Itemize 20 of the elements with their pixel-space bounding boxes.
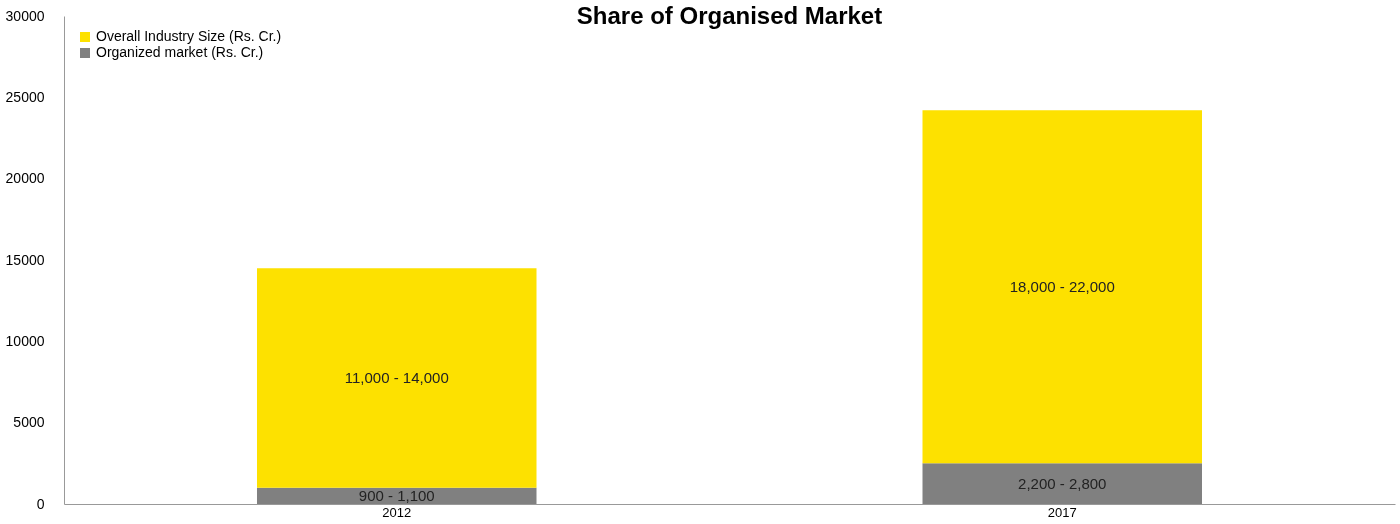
bar — [257, 268, 537, 488]
chart-title: Share of Organised Market — [576, 2, 883, 29]
annotation: 900 - 1,100 — [358, 486, 435, 504]
x-tick-label: 2017 — [1047, 504, 1077, 520]
bar — [922, 110, 1203, 464]
bar — [257, 487, 537, 504]
y-tick-label: 15000 — [5, 251, 45, 268]
legend-label: Overall Industry Size (Rs. Cr.) — [96, 28, 282, 44]
legend-label: Organized market (Rs. Cr.) — [96, 44, 264, 60]
annotation: 18,000 - 22,000 — [1009, 277, 1115, 295]
y-tick-label: 30000 — [5, 7, 45, 24]
y-tick-label: 5000 — [13, 414, 45, 431]
y-tick-label: 0 — [36, 495, 45, 512]
annotation: 2,200 - 2,800 — [1018, 474, 1107, 492]
bar — [922, 463, 1203, 504]
y-tick-label: 20000 — [5, 170, 45, 187]
y-tick-label: 25000 — [5, 88, 45, 105]
x-tick-label: 2012 — [382, 504, 412, 520]
y-tick-label: 10000 — [5, 332, 45, 349]
annotation: 11,000 - 14,000 — [344, 368, 449, 386]
